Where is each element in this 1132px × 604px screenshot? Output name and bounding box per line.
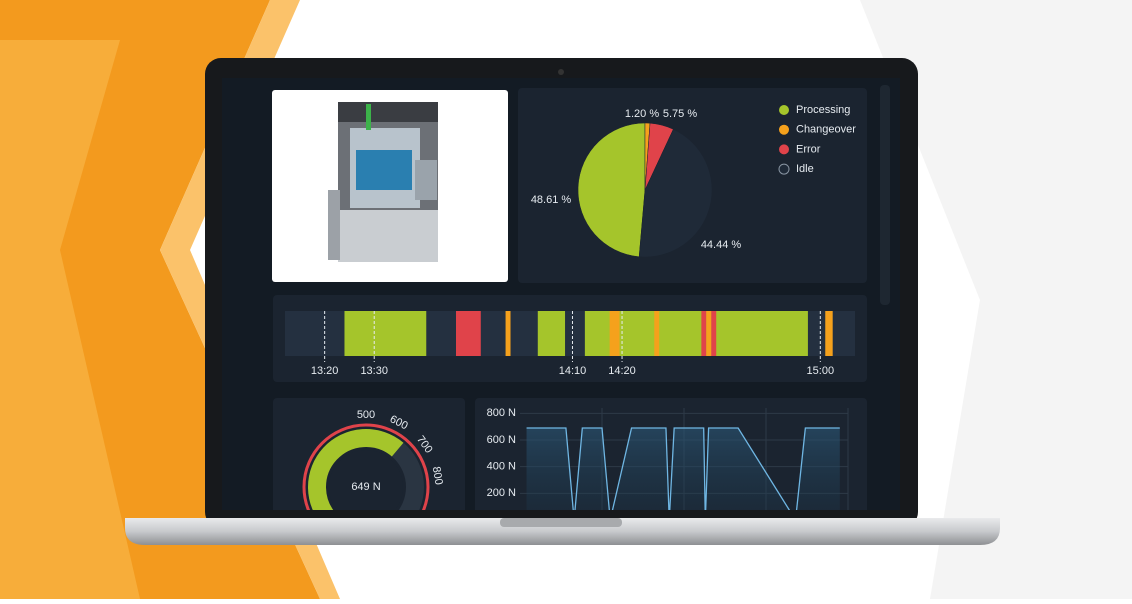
gauge-tick-label: 500 [357, 409, 375, 421]
x-tick-label: 13:20 [311, 365, 339, 377]
timeline-segment [706, 311, 712, 356]
laptop-base [125, 518, 1000, 545]
pie-chart: 48.61 % Processing 1.20 % Changeover 5.75 % E… [531, 104, 856, 258]
pie-slice [638, 128, 713, 258]
pie-slice [577, 122, 646, 258]
legend-label: Changeover [796, 124, 856, 136]
timeline-segment [344, 311, 427, 356]
legend-label: Error [796, 143, 821, 155]
timeline-segment [456, 311, 481, 356]
legend-marker [779, 124, 789, 135]
pie-label: 48.61 % [531, 194, 572, 206]
gauge-tick-label: 800 [430, 466, 445, 486]
line-area [526, 428, 840, 510]
timeline-segment [537, 311, 566, 356]
legend-label: Processing [796, 104, 850, 116]
x-tick-label: 14:10 [559, 365, 587, 377]
y-tick-label: 600 N [487, 434, 516, 446]
legend-marker [778, 163, 790, 175]
screen: 48.61 % Processing 1.20 % Changeover 5.75 % E… [222, 78, 900, 510]
line-chart: 200 N 400 N 600 N 800 N [487, 407, 849, 510]
legend-marker [779, 144, 789, 155]
line-series [526, 427, 840, 510]
y-tick-label: 800 N [487, 407, 516, 419]
timeline-segment [701, 311, 707, 356]
machine-illustration [328, 102, 438, 262]
timeline-segment [711, 311, 717, 356]
x-tick-label: 15:00 [807, 365, 835, 377]
timeline-chart: 13:20 13:30 14:10 14:20 15:00 [285, 311, 855, 377]
pie-label: 5.75 % [663, 108, 697, 120]
laptop-notch [500, 518, 622, 527]
x-tick-label: 14:20 [608, 365, 636, 377]
timeline-segment [609, 311, 620, 356]
y-tick-label: 200 N [487, 487, 516, 499]
timeline-segment [825, 311, 833, 356]
y-tick-label: 400 N [487, 461, 516, 473]
timeline-segment [505, 311, 511, 356]
gauge-center [329, 450, 403, 510]
camera [558, 69, 564, 75]
gauge-value [308, 429, 404, 510]
gauge-ring [302, 423, 430, 510]
bg-shape [0, 40, 140, 599]
pie-label: 1.20 % [625, 108, 659, 120]
scrollbar [880, 85, 890, 305]
pie-label: 44.44 % [701, 239, 742, 251]
legend-label: Idle [796, 163, 814, 175]
bg-shape [860, 0, 1132, 599]
timeline-segment [654, 311, 660, 356]
gauge-value-label: 649 N [351, 481, 380, 493]
x-tick-label: 13:30 [360, 365, 388, 377]
legend-marker [779, 105, 789, 115]
